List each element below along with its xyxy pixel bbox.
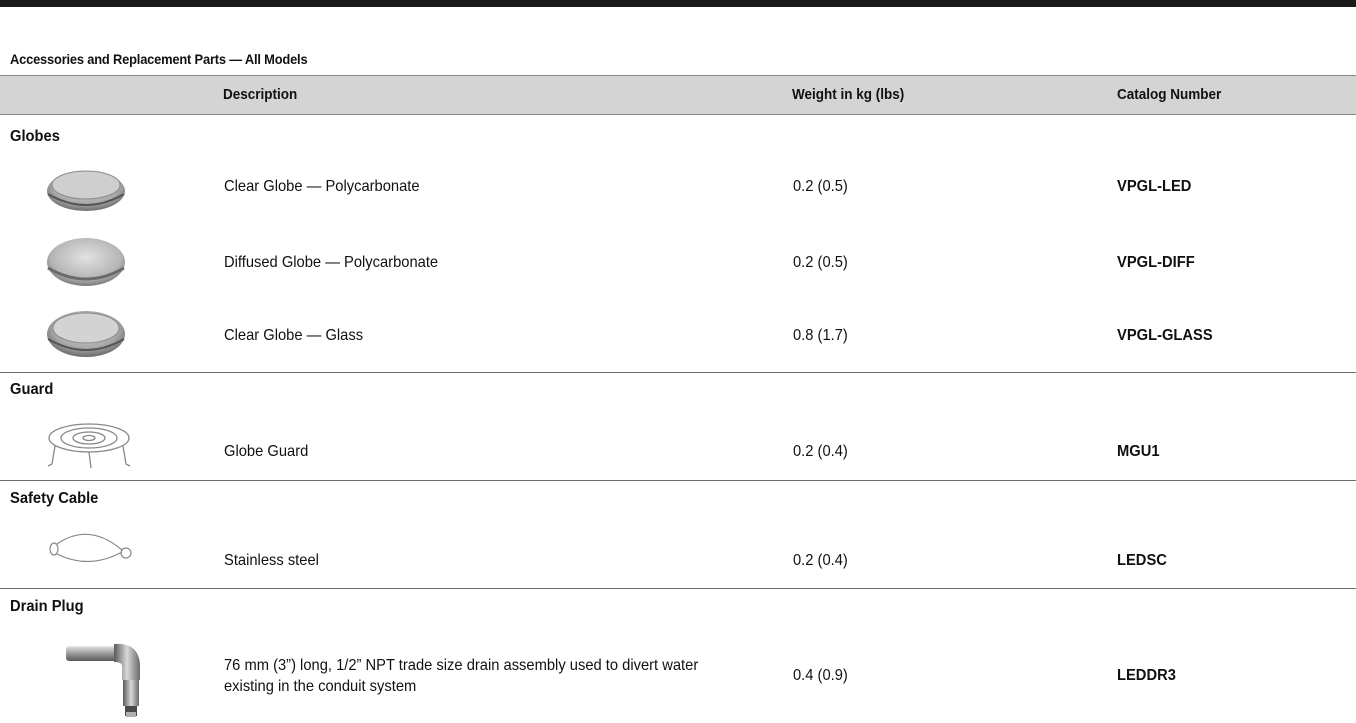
row-description: Globe Guard bbox=[224, 443, 309, 460]
section-label-guard: Guard bbox=[10, 381, 54, 398]
header-catalog-number: Catalog Number bbox=[1117, 86, 1222, 103]
header-weight: Weight in kg (lbs) bbox=[792, 86, 905, 103]
header-description: Description bbox=[223, 86, 298, 103]
section-label-safety-cable: Safety Cable bbox=[10, 490, 99, 507]
table-title: Accessories and Replacement Parts — All … bbox=[10, 51, 308, 67]
diffused-globe-icon bbox=[47, 238, 125, 286]
drain-plug-icon bbox=[66, 643, 140, 717]
row-catalog-number: VPGL-LED bbox=[1117, 178, 1192, 195]
row-description: Clear Globe — Glass bbox=[224, 327, 364, 344]
row-catalog-number: LEDSC bbox=[1117, 552, 1167, 569]
row-description: Stainless steel bbox=[224, 552, 319, 569]
table-header-row: Description Weight in kg (lbs) Catalog N… bbox=[0, 75, 1356, 115]
row-weight: 0.8 (1.7) bbox=[793, 327, 848, 344]
row-weight: 0.2 (0.4) bbox=[793, 552, 848, 569]
section-label-globes: Globes bbox=[10, 128, 60, 145]
section-label-drain-plug: Drain Plug bbox=[10, 598, 84, 615]
row-catalog-number: VPGL-GLASS bbox=[1117, 327, 1213, 344]
globe-guard-icon bbox=[47, 423, 131, 469]
safety-cable-icon bbox=[49, 533, 132, 562]
clear-globe-icon bbox=[47, 170, 125, 211]
row-description: Clear Globe — Polycarbonate bbox=[224, 178, 420, 195]
row-weight: 0.2 (0.4) bbox=[793, 443, 848, 460]
row-description: Diffused Globe — Polycarbonate bbox=[224, 254, 439, 271]
row-catalog-number: LEDDR3 bbox=[1117, 667, 1176, 684]
section-divider bbox=[0, 480, 1356, 481]
row-weight: 0.2 (0.5) bbox=[793, 254, 848, 271]
row-description: 76 mm (3”) long, 1/2” NPT trade size dra… bbox=[224, 657, 699, 695]
section-divider bbox=[0, 372, 1356, 373]
row-catalog-number: MGU1 bbox=[1117, 443, 1160, 460]
row-weight: 0.4 (0.9) bbox=[793, 667, 848, 684]
row-catalog-number: VPGL-DIFF bbox=[1117, 254, 1195, 271]
top-rule bbox=[0, 0, 1356, 7]
glass-globe-icon bbox=[47, 311, 125, 357]
section-divider bbox=[0, 588, 1356, 589]
row-weight: 0.2 (0.5) bbox=[793, 178, 848, 195]
